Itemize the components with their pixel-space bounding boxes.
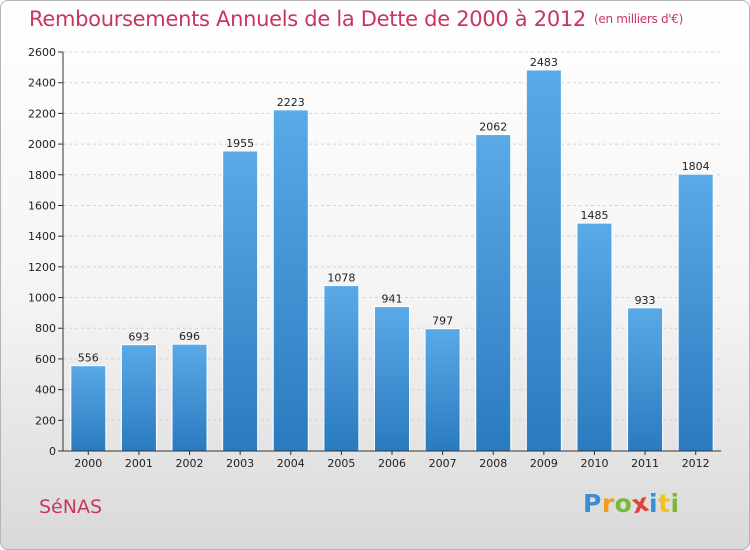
bar-2005 [323, 285, 360, 452]
chart-title-text: Remboursements Annuels de la Dette de 20… [29, 7, 586, 31]
y-tick-label: 1400 [28, 230, 56, 243]
y-tick-label: 1000 [28, 292, 56, 305]
chart-title: Remboursements Annuels de la Dette de 20… [29, 7, 683, 31]
logo-letter: t [658, 489, 671, 518]
value-label-2009: 2483 [530, 56, 558, 69]
value-label-2002: 696 [179, 330, 200, 343]
value-label-2008: 2062 [479, 121, 507, 134]
bar-2008 [475, 134, 512, 452]
y-tick-label: 2400 [28, 77, 56, 90]
x-tick-label-2005: 2005 [327, 457, 355, 470]
commune-name: SéNAS [39, 496, 103, 518]
y-axis: 0 200 400 600 800 1000 1200 1400 1600 1800 2000 220… [28, 46, 64, 458]
y-tick-label: 2200 [28, 107, 56, 120]
x-tick-label-2009: 2009 [530, 457, 558, 470]
value-label-2011: 933 [635, 294, 656, 307]
bar-2007 [424, 328, 461, 452]
y-tick-label: 200 [35, 414, 56, 427]
bar-2002 [171, 343, 208, 452]
value-label-2005: 1078 [327, 272, 355, 285]
x-tick-label-2011: 2011 [631, 457, 659, 470]
value-label-2012: 1804 [682, 160, 710, 173]
x-tick-label-2002: 2002 [176, 457, 204, 470]
logo-letter: i [670, 489, 680, 518]
y-tick-label: 400 [35, 384, 56, 397]
x-tick-label-2001: 2001 [125, 457, 153, 470]
logo-letter: P [583, 489, 602, 518]
bar-2004 [272, 109, 309, 452]
value-label-2001: 693 [128, 331, 149, 344]
chart-unit: (en milliers d'€) [594, 12, 684, 26]
bar-2012 [677, 173, 714, 452]
value-label-2000: 556 [78, 352, 99, 365]
y-tick-label: 0 [49, 445, 56, 458]
y-tick-label: 600 [35, 353, 56, 366]
proxiti-logo: Proxiti [583, 488, 680, 520]
bars: 556 693 696 1955 2223 1078 941 797 2062 2483 1485 9… [70, 56, 714, 452]
bar-2000 [70, 365, 107, 452]
y-tick-label: 1600 [28, 199, 56, 212]
x-tick-label-2012: 2012 [682, 457, 710, 470]
bar-2009 [525, 69, 562, 452]
value-label-2007: 797 [432, 315, 453, 328]
y-tick-label: 1200 [28, 261, 56, 274]
bar-2011 [627, 307, 664, 452]
bar-2006 [374, 306, 410, 452]
x-tick-label-2004: 2004 [277, 457, 305, 470]
x-tick-label-2007: 2007 [429, 457, 457, 470]
x-tick-label-2000: 2000 [74, 457, 102, 470]
x-tick-label-2003: 2003 [226, 457, 254, 470]
value-label-2006: 941 [382, 293, 403, 306]
x-axis: 2000 2001 2002 2003 2004 2005 2006 2007 2008 2009… [63, 450, 721, 470]
bar-2010 [576, 222, 613, 452]
bar-2003 [222, 150, 259, 452]
x-tick-label-2010: 2010 [580, 457, 608, 470]
y-tick-label: 2600 [28, 46, 56, 59]
value-label-2004: 2223 [277, 96, 305, 109]
x-tick-label-2006: 2006 [378, 457, 406, 470]
bar-2001 [120, 344, 157, 452]
logo-letter: o [614, 489, 633, 518]
y-tick-label: 2000 [28, 138, 56, 151]
logo-letter: i [649, 489, 659, 518]
value-label-2010: 1485 [580, 209, 608, 222]
x-tick-label-2008: 2008 [479, 457, 507, 470]
value-label-2003: 1955 [226, 137, 254, 150]
logo-letter: r [601, 489, 615, 518]
y-tick-label: 1800 [28, 169, 56, 182]
y-tick-label: 800 [35, 322, 56, 335]
